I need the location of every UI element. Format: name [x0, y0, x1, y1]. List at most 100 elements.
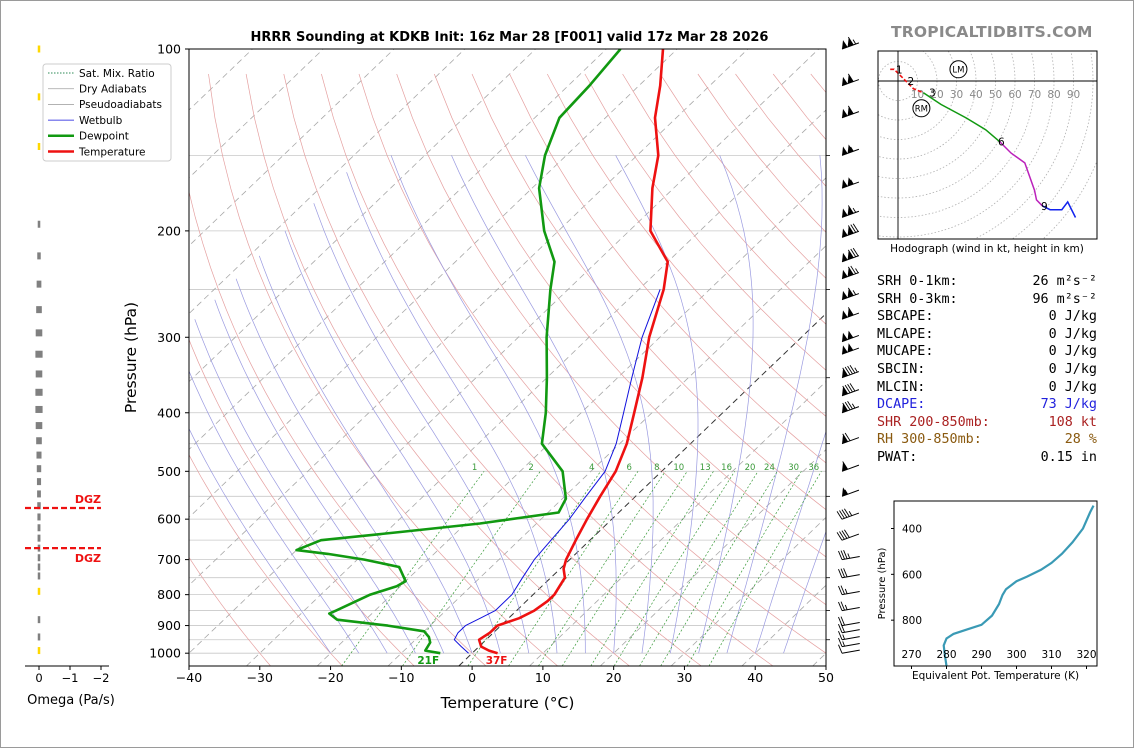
wind-barb	[838, 548, 859, 560]
barb-half-flag	[852, 403, 855, 408]
x-tick-label: −40	[176, 670, 202, 685]
wind-barb	[838, 583, 859, 595]
barb-staff	[842, 643, 860, 646]
theta-e-x-tick-label: 290	[971, 649, 991, 661]
stat-row: SBCIN:0 J/kg	[877, 361, 1097, 379]
mixing-ratio-label: 4	[589, 463, 594, 473]
x-tick-label: 0	[468, 670, 476, 685]
barb-half-flag	[845, 589, 847, 594]
y-axis-label: Pressure (hPa)	[122, 302, 140, 413]
wind-barb	[838, 641, 859, 653]
theta-e-y-label: Pressure (hPa)	[877, 548, 888, 620]
x-tick-label: 40	[747, 670, 763, 685]
hodograph-height-label: 6	[998, 136, 1005, 148]
stat-label: MLCIN:	[877, 379, 925, 397]
wind-barb	[837, 505, 859, 520]
omega-bar	[35, 389, 42, 396]
barb-half-flag	[849, 511, 852, 516]
mixing-ratio-line	[687, 471, 801, 666]
barb-flag	[842, 509, 847, 518]
mixing-ratio-line	[538, 471, 665, 666]
mixing-ratio-label: 13	[700, 463, 711, 473]
barb-staff	[842, 637, 860, 640]
storm-motion-label: LM	[952, 66, 964, 76]
wind-barb	[838, 635, 859, 647]
hodograph-ring-label: 50	[989, 89, 1002, 101]
storm-motion-label: RM	[915, 105, 928, 115]
mixing-ratio-label: 2	[528, 463, 533, 473]
chart-title: HRRR Sounding at KDKB Init: 16z Mar 28 […	[251, 30, 769, 45]
theta-e-y-tick-label: 600	[902, 569, 922, 581]
hodograph-ring-label: 90	[1067, 89, 1080, 101]
omega-bar	[38, 93, 41, 100]
pseudoadiabat	[236, 279, 444, 654]
barb-staff	[842, 607, 860, 610]
omega-bar	[38, 554, 41, 561]
hodograph-height-label: 1	[896, 64, 903, 76]
omega-bar	[36, 370, 43, 377]
omega-bar	[37, 281, 42, 288]
stat-value: 96 m²s⁻²	[958, 291, 1097, 309]
pseudoadiabat	[285, 231, 500, 653]
x-tick-label: 50	[818, 670, 834, 685]
mixing-ratio-line	[562, 471, 687, 666]
omega-bar	[38, 143, 41, 150]
stat-label: SRH 0-3km:	[877, 291, 958, 309]
barb-flag	[844, 529, 849, 538]
x-tick-label: −30	[247, 670, 273, 685]
wind-barb	[839, 264, 859, 279]
wind-barb	[839, 363, 859, 378]
omega-tick-label: 0	[35, 671, 42, 685]
mixing-ratio-label: 20	[745, 463, 756, 473]
stat-label: SBCAPE:	[877, 308, 933, 326]
wind-barb	[839, 34, 859, 49]
temperature-surface-label: 37F	[486, 655, 508, 667]
wind-barb	[839, 429, 859, 444]
barb-flag	[839, 531, 844, 540]
stat-value: 0 J/kg	[933, 308, 1097, 326]
wind-barb	[839, 457, 859, 472]
wind-barb	[838, 599, 859, 611]
theta-e-y-tick-label: 400	[902, 524, 922, 536]
stat-label: MLCAPE:	[877, 326, 933, 344]
theta-e-y-tick-label: 800	[902, 615, 922, 627]
stat-value: 0 J/kg	[933, 343, 1097, 361]
barb-half-flag	[845, 605, 847, 610]
pseudoadiabat	[699, 155, 754, 653]
y-tick-label: 200	[157, 223, 181, 238]
stat-row: DCAPE:73 J/kg	[877, 396, 1097, 414]
barb-half-flag	[843, 641, 845, 646]
wind-barb	[839, 142, 859, 156]
omega-bar	[36, 452, 41, 459]
stat-value: 73 J/kg	[925, 396, 1097, 414]
mixing-ratio-line	[591, 471, 714, 666]
barb-staff	[842, 591, 860, 594]
dewpoint-profile	[297, 49, 621, 653]
dry-adiabat	[209, 74, 558, 666]
dewpoint-surface-label: 21F	[417, 655, 439, 667]
wind-barb	[839, 223, 859, 238]
barb-flag	[848, 401, 853, 410]
pseudoadiabat	[452, 155, 617, 653]
barb-half-flag	[848, 553, 850, 558]
site-credit: TROPICALTIDBITS.COM	[891, 23, 1093, 41]
pseudoadiabat	[195, 319, 387, 653]
barb-half-flag	[853, 290, 856, 295]
stat-label: SRH 0-1km:	[877, 273, 958, 291]
mixing-ratio-label: 36	[808, 463, 819, 473]
stat-row: PWAT:0.15 in	[877, 449, 1097, 467]
stat-value: 0.15 in	[917, 449, 1097, 467]
dry-adiabat	[133, 74, 414, 666]
stat-row: RH 300-850mb:28 %	[877, 431, 1097, 449]
dgz-label: DGZ	[75, 552, 101, 565]
stat-value: 28 %	[982, 431, 1097, 449]
omega-bar	[38, 572, 41, 579]
legend-label: Dewpoint	[79, 131, 129, 143]
stat-value: 26 m²s⁻²	[958, 273, 1097, 291]
mixing-ratio-label: 24	[764, 463, 775, 473]
stat-value: 108 kt	[990, 414, 1097, 432]
x-tick-label: 10	[535, 670, 551, 685]
omega-bar	[37, 478, 41, 485]
stat-label: SHR 200-850mb:	[877, 414, 990, 432]
